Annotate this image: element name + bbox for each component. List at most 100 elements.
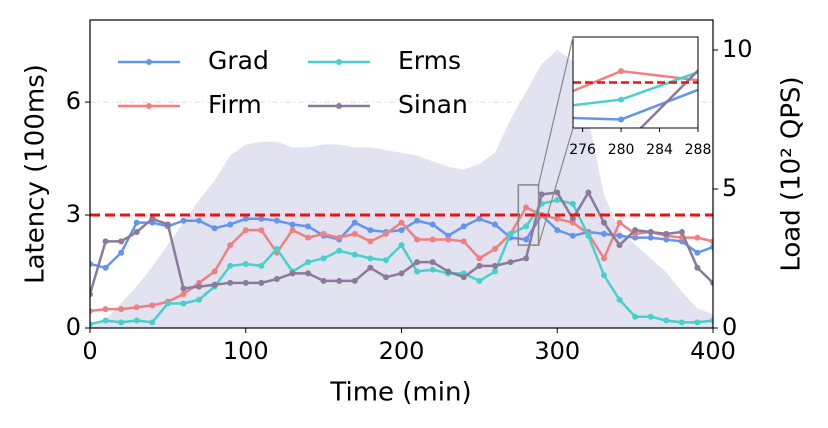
series-point — [507, 259, 514, 266]
series-point — [227, 262, 234, 269]
series-point — [227, 279, 234, 286]
series-point — [118, 249, 125, 256]
series-point — [305, 270, 312, 277]
x-tick-label: 100 — [223, 337, 269, 365]
series-point — [289, 270, 296, 277]
series-point — [618, 68, 625, 75]
series-point — [554, 227, 561, 234]
series-point — [133, 317, 140, 324]
series-point — [710, 244, 713, 251]
series-point — [398, 242, 405, 249]
series-point — [90, 291, 93, 298]
legend-marker — [146, 59, 152, 65]
x-tick-label: 400 — [690, 337, 736, 365]
series-point — [460, 274, 467, 281]
series-point — [137, 168, 143, 174]
series-point — [523, 236, 530, 243]
series-point — [616, 242, 623, 249]
zoom-connector — [537, 36, 574, 186]
series-point — [710, 279, 713, 286]
x-axis-label: Time (min) — [329, 378, 471, 408]
series-point — [414, 259, 421, 266]
series-point — [367, 255, 374, 262]
y-tick-label: 0 — [66, 313, 81, 341]
series-point — [554, 196, 561, 203]
series-point — [196, 296, 203, 303]
series-point — [714, 80, 720, 86]
series-point — [714, 48, 720, 54]
series-point — [320, 277, 327, 284]
x-tick-label: 300 — [534, 337, 580, 365]
series-point — [600, 272, 607, 279]
series-point — [445, 268, 452, 275]
series-point — [694, 319, 701, 326]
series-point — [600, 255, 607, 262]
series-point — [414, 268, 421, 275]
series-point — [585, 189, 592, 196]
series-point — [351, 251, 358, 258]
series-point — [694, 264, 701, 271]
series-point — [491, 262, 498, 269]
y2-tick-label: 0 — [722, 313, 737, 341]
series-point — [211, 281, 218, 288]
series-point — [305, 259, 312, 266]
series-point — [491, 245, 498, 252]
series-point — [429, 236, 436, 243]
series-point — [289, 227, 296, 234]
load-area — [90, 50, 713, 328]
series-point — [102, 306, 109, 313]
series-point — [810, 57, 816, 63]
x-tick-label: 0 — [82, 337, 97, 365]
series-point — [273, 276, 280, 283]
series-point — [133, 304, 140, 311]
y2-tick-label: 10 — [722, 35, 753, 63]
series-point — [663, 317, 670, 324]
series-point — [211, 225, 218, 232]
series-point — [616, 296, 623, 303]
y-axis-label: Latency (100ms) — [21, 64, 51, 284]
series-point — [227, 242, 234, 249]
series-point — [538, 191, 545, 198]
series-point — [164, 300, 171, 307]
series-point — [429, 259, 436, 266]
series-point — [367, 264, 374, 271]
series-point — [118, 238, 125, 245]
legend-marker — [336, 103, 342, 109]
series-point — [320, 255, 327, 262]
series-point — [180, 285, 187, 292]
series-point — [242, 279, 249, 286]
series-point — [305, 234, 312, 241]
series-point — [647, 234, 654, 241]
series-point — [491, 268, 498, 275]
series-point — [196, 283, 203, 290]
series-point — [491, 221, 498, 228]
series-point — [164, 221, 171, 228]
series-point — [273, 217, 280, 224]
series-point — [227, 221, 234, 228]
series-point — [149, 215, 156, 222]
series-point — [102, 264, 109, 271]
series-point — [180, 291, 187, 298]
series-point — [351, 277, 358, 284]
series-point — [149, 319, 156, 326]
inset-x-tick-label: 288 — [685, 142, 712, 158]
series-point — [330, 85, 336, 91]
series-point — [289, 221, 296, 228]
series-point — [445, 236, 452, 243]
series-point — [149, 302, 156, 309]
series-point — [569, 200, 576, 207]
series-point — [137, 111, 143, 117]
series-point — [476, 215, 483, 222]
series-point — [476, 277, 483, 284]
series-point — [233, 119, 239, 125]
series-point — [90, 260, 93, 267]
zoom-connector — [537, 127, 574, 246]
series-point — [196, 217, 203, 224]
series-point — [714, 62, 720, 68]
series-point — [414, 217, 421, 224]
series-point — [616, 232, 623, 239]
series-point — [476, 262, 483, 269]
series-point — [476, 255, 483, 262]
series-point — [569, 232, 576, 239]
series-point — [678, 319, 685, 326]
